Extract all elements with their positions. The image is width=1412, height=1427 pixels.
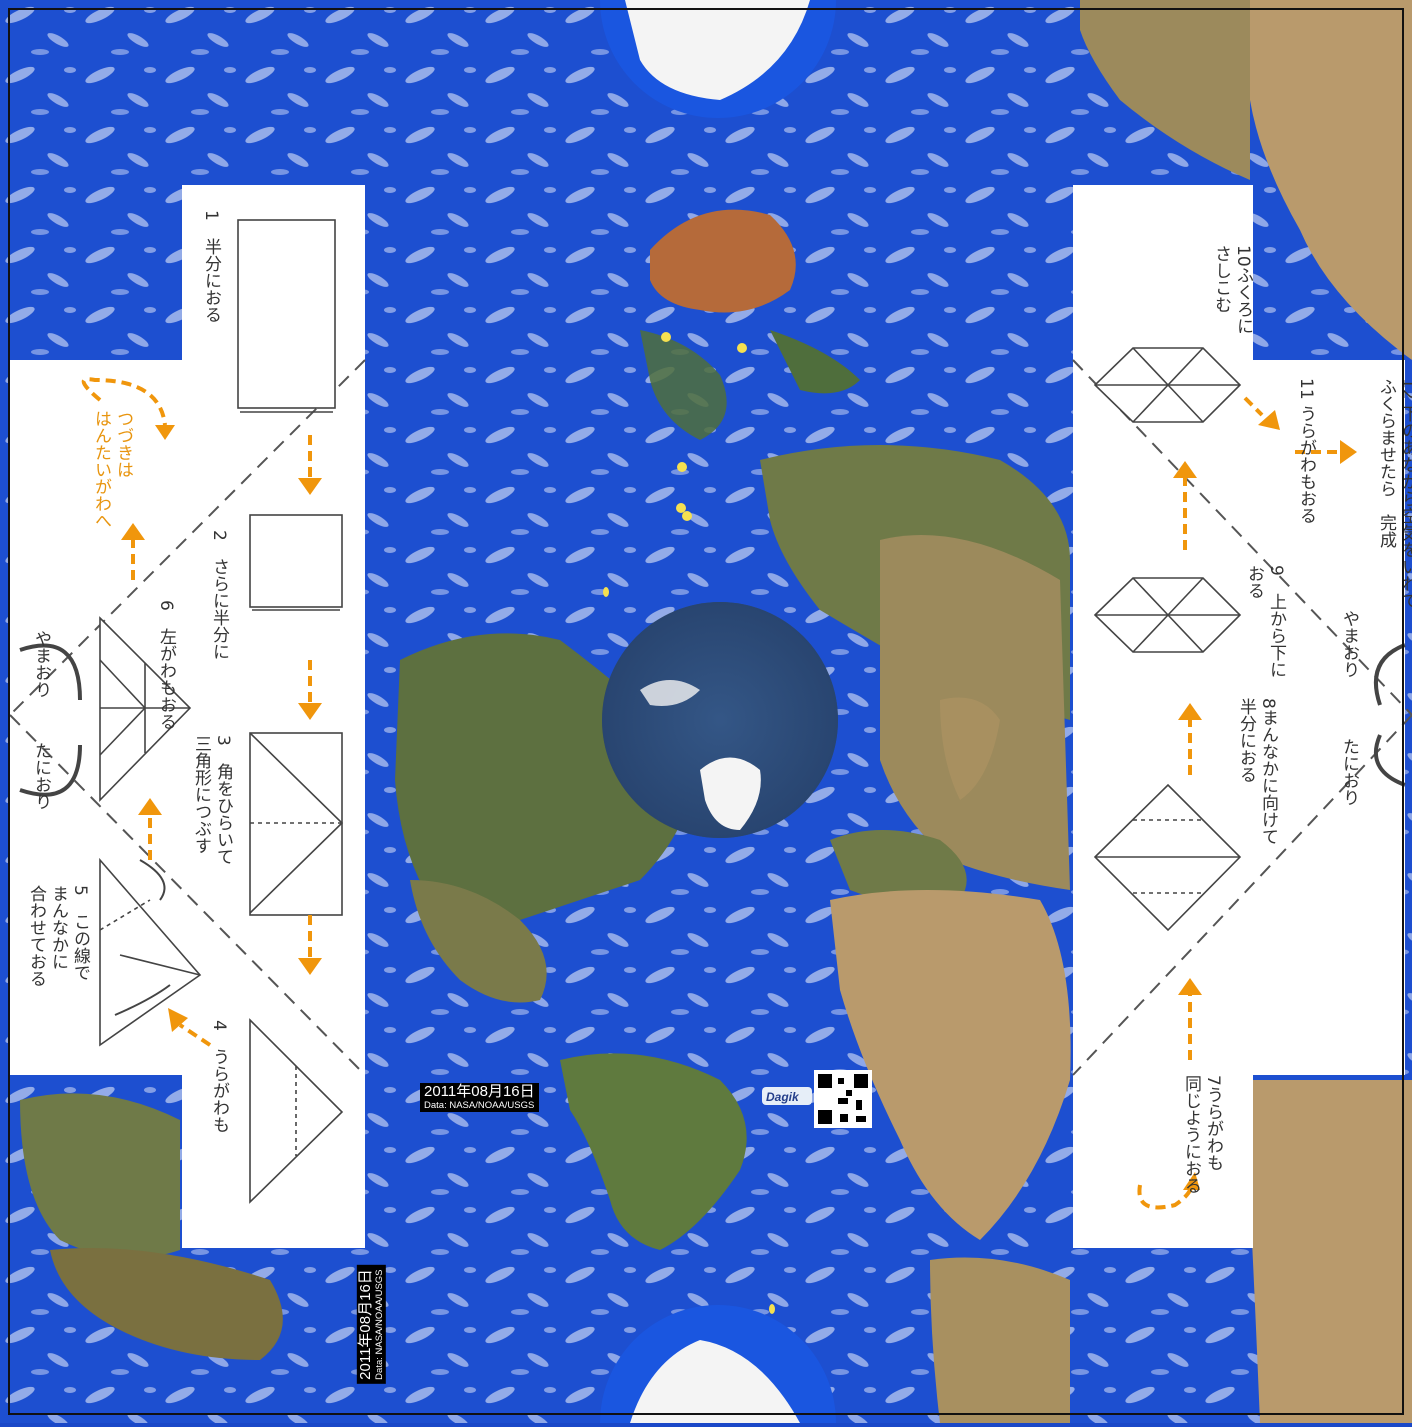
- step-12-num: 12: [1398, 378, 1412, 400]
- date-text-rotated: 2011年08月16日: [356, 1269, 374, 1380]
- date-text: 2011年08月16日: [424, 1083, 535, 1100]
- step-diagrams-left: [99, 219, 344, 1204]
- step-8-num: 8: [1258, 698, 1278, 709]
- yamaori-label-left: やまおり: [30, 630, 52, 698]
- step-4-num: 4: [209, 1020, 229, 1031]
- step-7-line1: うらがわも: [1203, 1085, 1223, 1171]
- step-4: 4 うらがわも: [208, 1020, 230, 1133]
- step-6-num: 6: [156, 600, 176, 611]
- continue-line2: はんたいがわへ: [91, 410, 111, 529]
- yamaori-text-right: やまおり: [1339, 610, 1359, 678]
- land-masses: [20, 0, 1412, 1423]
- source-text: Data: NASA/NOAA/USGS: [424, 1100, 535, 1111]
- step-7: 7うらがわも 同じようにおる: [1180, 1075, 1224, 1194]
- step-2-num: 2: [209, 530, 229, 541]
- source-text-rotated: Data: NASA/NOAA/USGS: [373, 1269, 385, 1380]
- step-diagrams-right: [1093, 347, 1242, 932]
- taniori-text: たにおり: [31, 742, 51, 810]
- step-1-text: 半分におる: [201, 237, 221, 323]
- step-11-text: うらがわもおる: [1296, 405, 1316, 525]
- yamaori-label-right: やまおり: [1338, 610, 1360, 678]
- continue-line1: つづきは: [113, 410, 133, 478]
- step-10-line1: ふくろに: [1233, 266, 1253, 335]
- step-5: 5 この線で まんなかに 合わせておる: [25, 885, 91, 987]
- step-2-text: さらに半分に: [209, 557, 229, 660]
- taniori-label-right: たにおり: [1338, 738, 1360, 806]
- step-9-line1: 上から下に: [1266, 592, 1286, 678]
- antarctica-cap-bottom: [600, 1305, 836, 1423]
- step-12-line1: 下のあなから空気をいれて: [1398, 405, 1412, 610]
- step-8: 8まんなかに向けて 半分におる: [1235, 698, 1279, 845]
- step-1: 1 半分におる: [200, 210, 222, 323]
- step-11-num: 11: [1296, 378, 1316, 400]
- taniori-text-right: たにおり: [1339, 738, 1359, 806]
- step-4-text: うらがわも: [209, 1047, 229, 1133]
- step-3-line2: 三角形につぶす: [191, 735, 211, 854]
- step-5-line1: この線で: [70, 912, 90, 981]
- step-6: 6 左がわもおる: [155, 600, 177, 730]
- step-8-line1: まんなかに向けて: [1258, 708, 1278, 845]
- step-12-line2: ふくらませたら 完成: [1376, 378, 1396, 548]
- step-6-text: 左がわもおる: [156, 627, 176, 730]
- yamaori-text: やまおり: [31, 630, 51, 698]
- date-stamp-rotated: 2011年08月16日 Data: NASA/NOAA/USGS: [356, 1265, 386, 1384]
- fold-arrow-icons: [19, 643, 1406, 1016]
- qr-code: [814, 1070, 872, 1128]
- step-10-num: 10: [1233, 245, 1253, 267]
- step-10: 10ふくろに さしこむ: [1210, 245, 1254, 335]
- taniori-label-left: たにおり: [30, 742, 52, 810]
- step-7-line2: 同じようにおる: [1181, 1075, 1201, 1194]
- map-markers: [603, 332, 775, 1314]
- step-5-num: 5: [70, 885, 90, 896]
- step-1-num: 1: [201, 210, 221, 221]
- step-3: 3 角をひらいて 三角形につぶす: [190, 735, 234, 865]
- step-11: 11 うらがわもおる: [1295, 378, 1317, 524]
- date-stamp: 2011年08月16日 Data: NASA/NOAA/USGS: [420, 1083, 539, 1112]
- dagik-logo-badge: [762, 1087, 812, 1105]
- step-8-line2: 半分におる: [1236, 698, 1256, 783]
- step-10-line2: さしこむ: [1211, 245, 1231, 313]
- step-9-num: 9: [1266, 565, 1286, 576]
- step-5-line3: 合わせておる: [26, 885, 46, 987]
- continue-note: つづきは はんたいがわへ: [90, 410, 134, 529]
- step-3-line1: 角をひらいて: [213, 762, 233, 865]
- step-9-line2: おる: [1244, 565, 1264, 599]
- step-3-num: 3: [213, 735, 233, 746]
- step-2: 2 さらに半分に: [208, 530, 230, 660]
- step-7-num: 7: [1203, 1075, 1223, 1086]
- step-9: 9 上から下に おる: [1243, 565, 1287, 678]
- step-12: 12 下のあなから空気をいれて ふくらませたら 完成: [1375, 378, 1412, 609]
- orange-arrows: [81, 377, 1357, 1210]
- dagik-logo: Dagik: [766, 1090, 800, 1104]
- step-5-line2: まんなかに: [48, 885, 68, 970]
- antarctica-cap-top: [600, 0, 836, 118]
